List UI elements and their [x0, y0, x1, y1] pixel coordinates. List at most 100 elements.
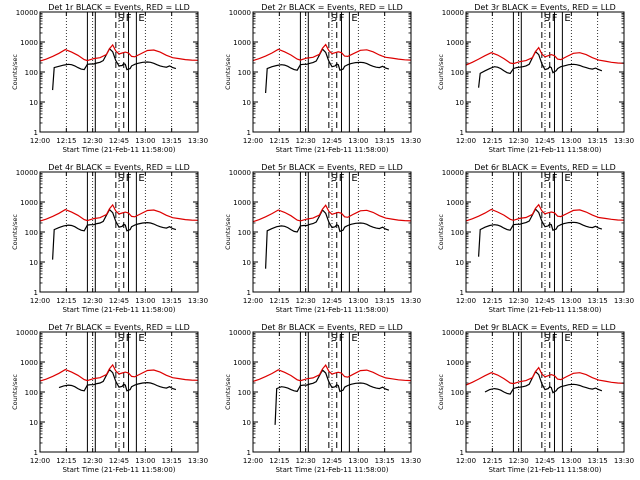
lld-line: [465, 46, 625, 66]
x-tick-label: 12:00: [243, 297, 263, 305]
x-tick-label: 12:15: [269, 137, 289, 145]
x-tick-label: 12:30: [83, 137, 103, 145]
x-tick-label: 13:00: [561, 297, 581, 305]
x-tick-label: 13:15: [162, 457, 182, 465]
y-tick-label: 10000: [442, 329, 464, 337]
x-tick-label: 12:15: [482, 457, 502, 465]
x-tick-label: 13:15: [162, 137, 182, 145]
x-tick-label: 12:15: [269, 297, 289, 305]
x-tick-label: 13:15: [375, 137, 395, 145]
x-tick-label: 13:15: [588, 137, 608, 145]
y-axis-label: Counts/sec: [224, 214, 232, 250]
interval-marker-label: E: [138, 13, 144, 24]
x-axis-label: Start Time (21-Feb-11 11:58:00): [62, 146, 175, 154]
y-tick-label: 1000: [233, 199, 251, 207]
x-axis-label: Start Time (21-Feb-11 11:58:00): [488, 466, 601, 474]
interval-marker-label: S: [544, 173, 550, 184]
events-line: [274, 369, 390, 425]
events-line: [58, 368, 177, 392]
x-axis-label: Start Time (21-Feb-11 11:58:00): [62, 306, 175, 314]
y-tick-label: 10000: [229, 169, 251, 177]
x-tick-label: 12:30: [83, 457, 103, 465]
x-tick-label: 12:45: [322, 457, 342, 465]
x-tick-label: 13:15: [375, 297, 395, 305]
x-tick-label: 13:00: [135, 137, 155, 145]
y-axis-label: Counts/sec: [224, 374, 232, 410]
y-axis-label: Counts/sec: [11, 374, 19, 410]
events-line: [265, 48, 390, 94]
panel-1: SFE11010010001000012:0012:1512:3012:4513…: [11, 3, 208, 154]
x-tick-label: 13:00: [348, 297, 368, 305]
x-tick-label: 12:15: [482, 137, 502, 145]
y-axis-label: Counts/sec: [11, 54, 19, 90]
interval-marker-label: E: [351, 333, 357, 344]
x-axis-label: Start Time (21-Feb-11 11:58:00): [275, 306, 388, 314]
x-tick-label: 13:30: [614, 457, 634, 465]
x-tick-label: 12:30: [296, 297, 316, 305]
y-tick-label: 1: [34, 289, 38, 297]
x-tick-label: 12:00: [30, 457, 50, 465]
y-tick-label: 1: [247, 289, 251, 297]
interval-marker-label: S: [118, 173, 124, 184]
interval-marker-label: E: [564, 333, 570, 344]
x-tick-label: 12:15: [56, 457, 76, 465]
panel-title: Det 9r BLACK = Events, RED = LLD: [474, 323, 616, 332]
x-tick-label: 13:30: [401, 137, 421, 145]
x-tick-label: 13:30: [614, 297, 634, 305]
y-tick-label: 10000: [442, 9, 464, 17]
x-tick-label: 13:15: [588, 297, 608, 305]
lld-line: [252, 204, 412, 223]
y-axis-label: Counts/sec: [437, 54, 445, 90]
x-tick-label: 13:00: [348, 457, 368, 465]
events-line: [484, 370, 603, 395]
y-tick-label: 100: [25, 229, 38, 237]
y-tick-label: 10: [242, 419, 251, 427]
interval-marker-label: S: [544, 333, 550, 344]
y-tick-label: 10000: [229, 329, 251, 337]
y-tick-label: 1: [247, 449, 251, 457]
y-tick-label: 100: [25, 389, 38, 397]
x-tick-label: 12:00: [243, 137, 263, 145]
y-tick-label: 1000: [20, 39, 38, 47]
lld-line: [39, 363, 199, 382]
y-tick-label: 10: [455, 99, 464, 107]
x-tick-label: 12:45: [535, 137, 555, 145]
y-axis-label: Counts/sec: [437, 214, 445, 250]
y-tick-label: 1000: [446, 39, 464, 47]
events-line: [265, 208, 390, 269]
x-tick-label: 12:00: [30, 137, 50, 145]
x-tick-label: 12:45: [322, 297, 342, 305]
y-tick-label: 1: [247, 129, 251, 137]
x-tick-label: 13:00: [348, 137, 368, 145]
panel-9: SFE11010010001000012:0012:1512:3012:4513…: [437, 323, 634, 474]
y-axis-label: Counts/sec: [437, 374, 445, 410]
events-line: [478, 50, 603, 88]
x-tick-label: 13:30: [614, 137, 634, 145]
panel-3: SFE11010010001000012:0012:1512:3012:4513…: [437, 3, 634, 154]
x-tick-label: 12:45: [109, 137, 129, 145]
y-tick-label: 100: [451, 229, 464, 237]
x-tick-label: 12:30: [296, 137, 316, 145]
y-tick-label: 1000: [20, 199, 38, 207]
y-tick-label: 10: [242, 259, 251, 267]
events-line: [52, 208, 177, 260]
interval-marker-label: E: [351, 173, 357, 184]
panel-5: SFE11010010001000012:0012:1512:3012:4513…: [224, 163, 421, 314]
x-axis-label: Start Time (21-Feb-11 11:58:00): [488, 306, 601, 314]
x-tick-label: 12:00: [243, 457, 263, 465]
y-tick-label: 10000: [16, 329, 38, 337]
x-tick-label: 12:00: [456, 137, 476, 145]
x-tick-label: 12:00: [456, 457, 476, 465]
interval-marker-label: E: [138, 173, 144, 184]
y-axis-label: Counts/sec: [224, 54, 232, 90]
panel-4: SFE11010010001000012:0012:1512:3012:4513…: [11, 163, 208, 314]
x-axis-label: Start Time (21-Feb-11 11:58:00): [275, 146, 388, 154]
panel-title: Det 3r BLACK = Events, RED = LLD: [474, 3, 616, 12]
y-tick-label: 100: [238, 229, 251, 237]
panel-2: SFE11010010001000012:0012:1512:3012:4513…: [224, 3, 421, 154]
interval-marker-label: S: [331, 333, 337, 344]
lld-line: [252, 43, 412, 62]
interval-marker-label: E: [564, 13, 570, 24]
x-tick-label: 13:00: [135, 457, 155, 465]
